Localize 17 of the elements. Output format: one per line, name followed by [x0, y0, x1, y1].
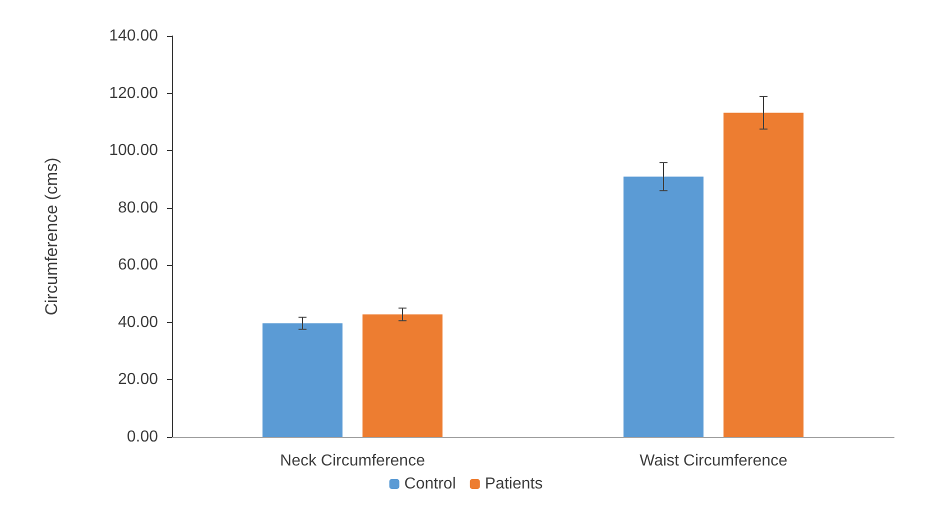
- y-axis-title: Circumference (cms): [42, 158, 61, 316]
- y-tick-label: 140.00: [109, 28, 158, 44]
- y-tick-label: 80.00: [118, 199, 158, 216]
- legend-label: Control: [404, 476, 456, 492]
- x-tick-label: Neck Circumference: [280, 452, 426, 470]
- y-tick-label: 20.00: [118, 371, 158, 388]
- y-tick-label: 100.00: [109, 142, 158, 160]
- bar: [624, 176, 704, 437]
- legend-label: Patients: [484, 476, 543, 492]
- y-tick-label: 120.00: [109, 84, 158, 102]
- y-tick-label: 60.00: [118, 256, 158, 274]
- y-tick-label: 40.00: [118, 314, 158, 331]
- x-tick-label: Waist Circumference: [640, 452, 788, 470]
- y-tick-label: 0.00: [126, 428, 158, 446]
- bar: [262, 323, 342, 437]
- bar: [724, 112, 804, 437]
- bar: [362, 314, 442, 437]
